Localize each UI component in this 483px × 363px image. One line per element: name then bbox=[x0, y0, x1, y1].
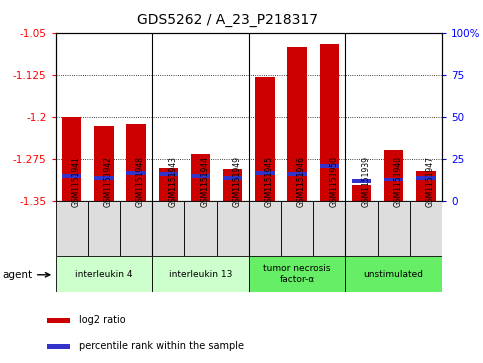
Text: percentile rank within the sample: percentile rank within the sample bbox=[79, 341, 243, 351]
Bar bbox=[416, 176, 436, 180]
Text: GDS5262 / A_23_P218317: GDS5262 / A_23_P218317 bbox=[137, 13, 317, 27]
Bar bbox=[127, 125, 146, 201]
Text: GSM1151946: GSM1151946 bbox=[297, 156, 306, 207]
Bar bbox=[313, 201, 345, 256]
Bar bbox=[281, 201, 313, 256]
Text: GSM1151939: GSM1151939 bbox=[361, 156, 370, 207]
Bar bbox=[191, 174, 210, 178]
Bar bbox=[47, 344, 70, 349]
Bar bbox=[416, 171, 436, 201]
Bar bbox=[255, 171, 274, 175]
Text: GSM1151943: GSM1151943 bbox=[168, 156, 177, 207]
Text: GSM1151948: GSM1151948 bbox=[136, 156, 145, 207]
Bar bbox=[185, 201, 216, 256]
Text: unstimulated: unstimulated bbox=[364, 270, 424, 278]
Bar bbox=[345, 256, 442, 292]
Bar bbox=[223, 170, 242, 201]
Bar bbox=[384, 178, 403, 182]
Bar bbox=[191, 154, 210, 201]
Text: GSM1151950: GSM1151950 bbox=[329, 156, 338, 207]
Text: GSM1151944: GSM1151944 bbox=[200, 156, 210, 207]
Bar bbox=[158, 168, 178, 201]
Text: agent: agent bbox=[2, 270, 32, 280]
Bar bbox=[249, 201, 281, 256]
Bar bbox=[94, 176, 114, 180]
Bar bbox=[345, 201, 378, 256]
Text: GSM1151945: GSM1151945 bbox=[265, 156, 274, 207]
Bar bbox=[255, 77, 274, 201]
Bar bbox=[320, 44, 339, 201]
Bar bbox=[320, 164, 339, 168]
Bar bbox=[352, 179, 371, 183]
Bar bbox=[94, 126, 114, 201]
Bar bbox=[62, 117, 81, 201]
Bar bbox=[127, 171, 146, 175]
Bar bbox=[352, 184, 371, 201]
Bar bbox=[56, 201, 88, 256]
Bar bbox=[384, 150, 403, 201]
Text: tumor necrosis
factor-α: tumor necrosis factor-α bbox=[263, 264, 331, 284]
Text: GSM1151940: GSM1151940 bbox=[394, 156, 403, 207]
Bar bbox=[88, 201, 120, 256]
Bar bbox=[223, 176, 242, 180]
Text: GSM1151949: GSM1151949 bbox=[233, 156, 242, 207]
Bar bbox=[249, 256, 345, 292]
Bar bbox=[216, 201, 249, 256]
Bar bbox=[158, 172, 178, 176]
Text: interleukin 13: interleukin 13 bbox=[169, 270, 232, 278]
Text: GSM1151942: GSM1151942 bbox=[104, 156, 113, 207]
Bar bbox=[287, 47, 307, 201]
Text: GSM1151941: GSM1151941 bbox=[71, 156, 81, 207]
Bar bbox=[152, 256, 249, 292]
Bar bbox=[120, 201, 152, 256]
Bar bbox=[378, 201, 410, 256]
Text: GSM1151947: GSM1151947 bbox=[426, 156, 435, 207]
Bar bbox=[62, 174, 81, 178]
Text: interleukin 4: interleukin 4 bbox=[75, 270, 133, 278]
Text: log2 ratio: log2 ratio bbox=[79, 315, 125, 325]
Bar bbox=[152, 201, 185, 256]
Bar bbox=[47, 318, 70, 323]
Bar bbox=[410, 201, 442, 256]
Bar bbox=[287, 172, 307, 176]
Bar bbox=[56, 256, 152, 292]
